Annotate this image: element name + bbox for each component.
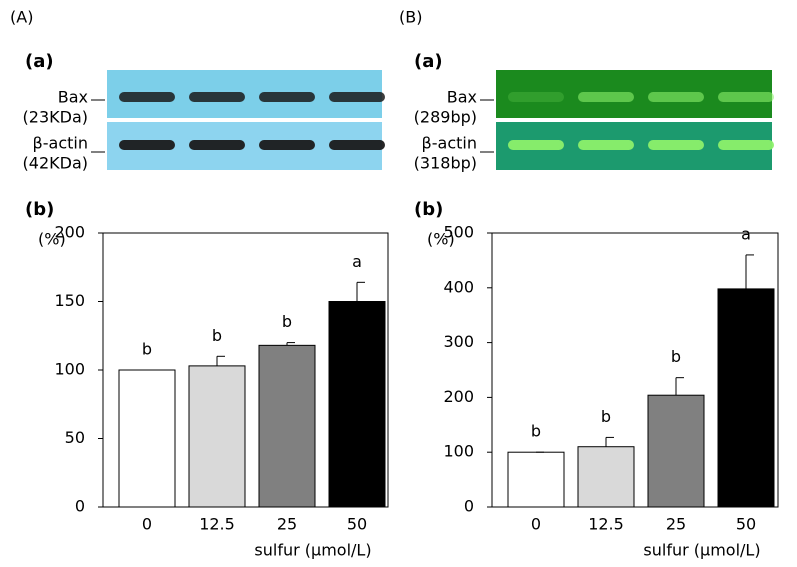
blot-band — [119, 92, 175, 102]
y-tick-label: 100 — [443, 442, 474, 461]
blot-band — [259, 140, 315, 150]
bar — [258, 344, 316, 508]
bar — [717, 288, 775, 508]
significance-letter: b — [142, 340, 152, 359]
x-tick-label: 50 — [347, 515, 367, 534]
x-tick-label: 0 — [142, 515, 152, 534]
blot-name: β-actin — [33, 134, 88, 153]
y-tick-label: 200 — [443, 387, 474, 406]
significance-letter: b — [531, 422, 541, 441]
blot-size: (42KDa) — [23, 154, 88, 173]
blot-name: Bax — [58, 88, 88, 107]
bar — [118, 369, 176, 508]
blot-band — [718, 140, 774, 150]
y-axis-label: (%) — [38, 230, 66, 249]
bar — [647, 394, 705, 508]
y-tick-label: 500 — [443, 223, 474, 242]
significance-letter: b — [282, 312, 292, 331]
y-tick-label: 150 — [54, 291, 85, 310]
blot-band — [119, 140, 175, 150]
bar — [507, 451, 565, 508]
significance-letter: b — [671, 347, 681, 366]
panel-label: (A) — [10, 8, 33, 27]
y-tick-label: 50 — [65, 428, 85, 447]
significance-letter: a — [741, 224, 751, 243]
plot-frame — [491, 232, 779, 508]
chart-label: (b) — [25, 199, 54, 220]
y-tick-label: 300 — [443, 332, 474, 351]
x-tick-label: 12.5 — [199, 515, 235, 534]
y-tick-label: 400 — [443, 277, 474, 296]
bar — [188, 365, 246, 508]
blot-band — [578, 140, 634, 150]
y-tick-label: 0 — [464, 497, 474, 516]
blot-size: (289bp) — [414, 108, 477, 127]
y-tick-label: 100 — [54, 360, 85, 379]
x-tick-label: 12.5 — [588, 515, 624, 534]
significance-letter: b — [212, 326, 222, 345]
panel-label: (B) — [399, 8, 422, 27]
blot-band — [648, 92, 704, 102]
y-axis-label: (%) — [427, 230, 455, 249]
x-axis-label: sulfur (μmol/L) — [254, 541, 371, 560]
x-tick-label: 0 — [531, 515, 541, 534]
blot-band — [329, 140, 385, 150]
x-tick-label: 25 — [277, 515, 297, 534]
x-tick-label: 50 — [736, 515, 756, 534]
blot-size: (23KDa) — [23, 108, 88, 127]
blot-band — [259, 92, 315, 102]
y-tick-label: 0 — [75, 497, 85, 516]
significance-letter: b — [601, 407, 611, 426]
significance-letter: a — [352, 252, 362, 271]
x-axis-label: sulfur (μmol/L) — [643, 541, 760, 560]
y-tick-label: 200 — [54, 223, 85, 242]
chart-label: (b) — [414, 199, 443, 220]
blot-name: Bax — [447, 88, 477, 107]
bar — [577, 446, 635, 508]
blot-band — [189, 140, 245, 150]
blot-band — [329, 92, 385, 102]
blot-band — [508, 140, 564, 150]
x-tick-label: 25 — [666, 515, 686, 534]
blot-band — [718, 92, 774, 102]
blot-band — [648, 140, 704, 150]
blot-label: (a) — [25, 51, 54, 72]
blot-band — [578, 92, 634, 102]
blot-band — [508, 92, 564, 102]
blot-band — [189, 92, 245, 102]
blot-size: (318bp) — [414, 154, 477, 173]
bar — [328, 301, 386, 508]
blot-name: β-actin — [422, 134, 477, 153]
blot-label: (a) — [414, 51, 443, 72]
